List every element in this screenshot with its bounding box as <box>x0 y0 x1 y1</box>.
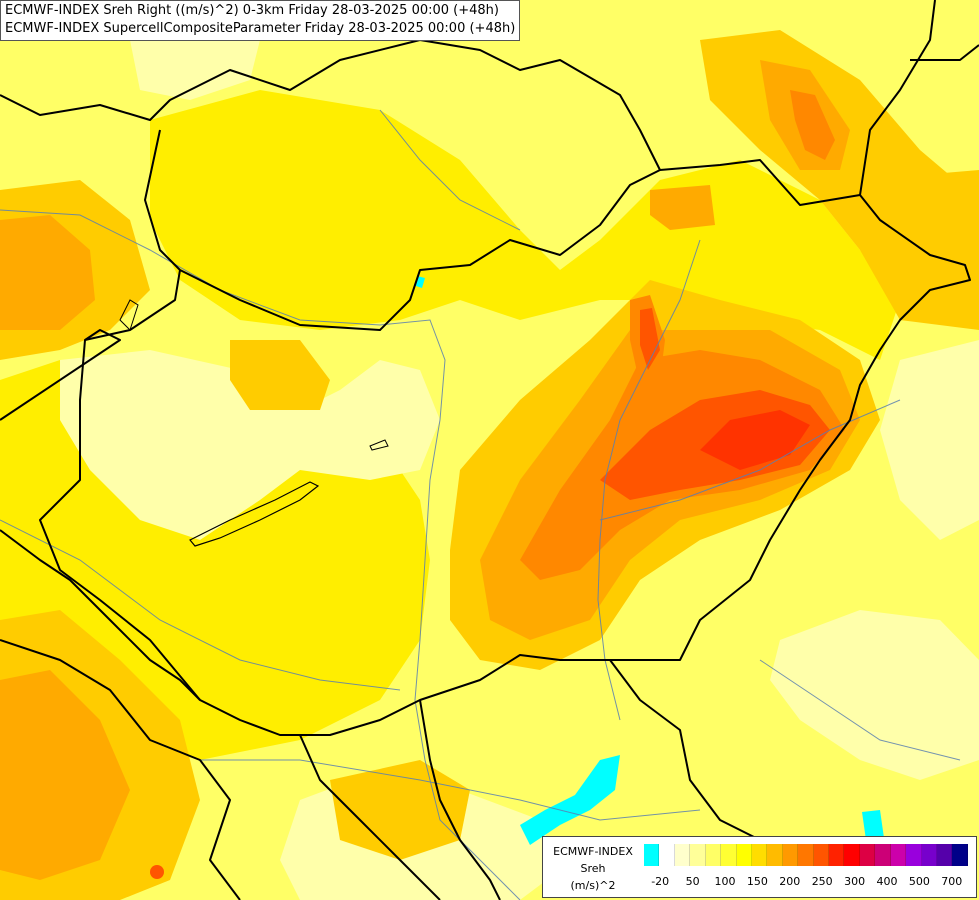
legend-unit: (m/s)^2 <box>570 879 616 892</box>
lake-balaton <box>189 481 320 547</box>
rivers <box>0 109 961 900</box>
field-gold-southcenter <box>330 760 470 860</box>
legend-swatch <box>644 844 660 866</box>
field-light-center <box>60 350 440 540</box>
border-hungary <box>39 159 971 736</box>
legend-swatch <box>844 844 860 866</box>
field-red-core <box>700 410 810 470</box>
field-red-spot <box>150 865 164 879</box>
field-orange-southwest <box>0 670 130 880</box>
map-title-box: ECMWF-INDEX Sreh Right ((m/s)^2) 0-3km F… <box>0 0 521 41</box>
legend-tick-label: 250 <box>811 875 833 888</box>
legend-swatch <box>782 844 799 866</box>
legend-tick-label: 700 <box>941 875 963 888</box>
legend-tick-label: 500 <box>908 875 930 888</box>
legend-tick-label: 200 <box>779 875 801 888</box>
field-cyan-east <box>862 810 884 840</box>
legend-swatch <box>859 844 876 866</box>
field-darkorange-northeast <box>790 90 835 160</box>
legend-swatch <box>813 844 830 866</box>
border-south <box>419 699 501 900</box>
legend-tick-label: 100 <box>714 875 736 888</box>
river-mures <box>599 399 901 521</box>
map-title-line-2: ECMWF-INDEX SupercellCompositeParameter … <box>5 21 516 36</box>
field-cyan-south <box>520 755 620 845</box>
legend-swatch <box>674 844 691 866</box>
border-croatia <box>0 529 201 701</box>
river-east <box>759 659 961 761</box>
legend-swatch <box>690 844 706 866</box>
river-tisza <box>597 239 701 721</box>
legend-swatch <box>921 844 938 866</box>
legend-swatch <box>937 844 953 866</box>
border-austria <box>0 329 121 421</box>
border-slovakia-west <box>144 129 181 271</box>
legend-tick-label: 400 <box>876 875 898 888</box>
field-gold-center-west <box>230 340 330 410</box>
legend-tick-label: 150 <box>746 875 768 888</box>
sreh-field <box>0 20 979 900</box>
map-title-line-1: ECMWF-INDEX Sreh Right ((m/s)^2) 0-3km F… <box>5 3 499 18</box>
border-romania-north <box>910 44 979 61</box>
border-slovenia <box>0 639 241 900</box>
legend-swatch <box>952 844 968 866</box>
lake-small-1 <box>369 439 389 451</box>
border-bosnia <box>299 734 441 900</box>
field-orange-west <box>0 215 95 330</box>
legend-swatch <box>798 844 814 866</box>
river-sava <box>200 759 701 821</box>
field-redorange-spike <box>640 308 660 370</box>
legend-swatch <box>705 844 722 866</box>
legend-swatch <box>906 844 922 866</box>
legend-swatch <box>890 844 907 866</box>
field-light-southeast <box>770 610 979 780</box>
color-legend: ECMWF-INDEX Sreh (m/s)^2 -20 50 100 150 200 2… <box>542 836 977 898</box>
legend-ticks: -20 50 100 150 200 250 300 400 500 700 <box>644 875 968 889</box>
lake-small-2 <box>119 299 139 331</box>
legend-variable: Sreh <box>580 862 606 875</box>
legend-swatches <box>644 844 968 866</box>
legend-tick-label: -20 <box>651 875 670 888</box>
field-light-east <box>880 340 979 540</box>
river-danube <box>0 209 521 900</box>
legend-tick-label: 300 <box>844 875 866 888</box>
border-ukraine <box>859 0 936 196</box>
legend-swatch <box>767 844 783 866</box>
legend-swatch <box>736 844 752 866</box>
river-drava <box>0 519 401 691</box>
field-gold-east <box>860 170 979 300</box>
border-slovakia <box>0 39 661 171</box>
field-cyan-north <box>416 276 425 288</box>
field-yellow-north <box>150 90 900 360</box>
legend-swatch <box>875 844 891 866</box>
legend-swatch <box>751 844 768 866</box>
legend-swatch <box>659 844 675 866</box>
legend-source: ECMWF-INDEX <box>553 845 633 858</box>
legend-swatch <box>721 844 737 866</box>
legend-swatch <box>829 844 845 866</box>
river-north <box>379 109 521 231</box>
legend-tick-label: 50 <box>685 875 700 888</box>
field-orange-north-center <box>650 185 715 230</box>
